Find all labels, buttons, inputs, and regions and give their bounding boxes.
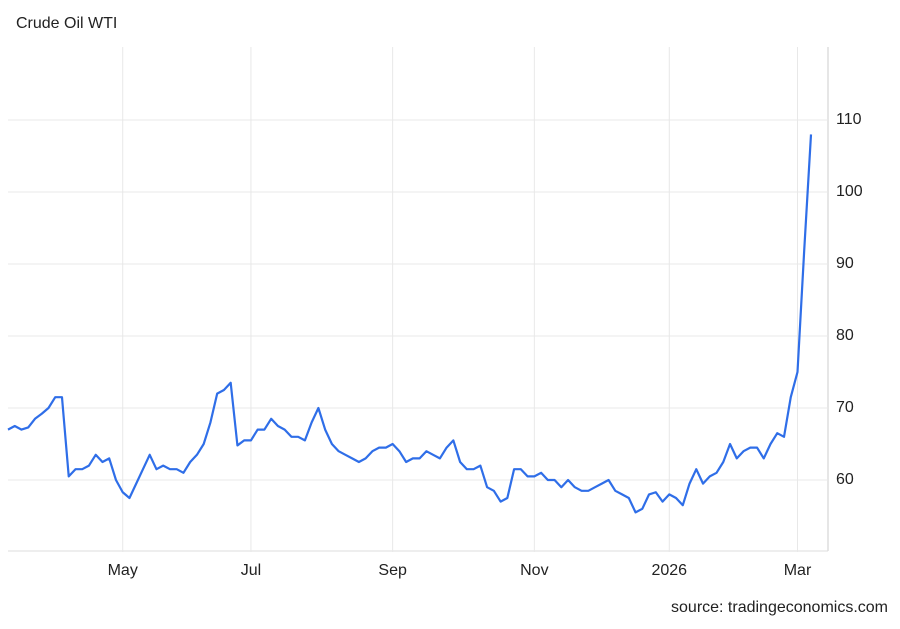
y-tick-label: 100 xyxy=(836,183,863,200)
y-tick-label: 60 xyxy=(836,471,854,488)
x-tick-label: Jul xyxy=(241,562,261,579)
x-tick-label: Mar xyxy=(784,562,812,579)
x-tick-label: Sep xyxy=(378,562,407,579)
price-line xyxy=(7,134,813,514)
chart-title: Crude Oil WTI xyxy=(16,15,117,32)
y-tick-label: 70 xyxy=(836,399,854,416)
source: source: tradingeconomics.com xyxy=(671,599,888,616)
y-tick-label: 80 xyxy=(836,327,854,344)
y-tick-label: 90 xyxy=(836,255,854,272)
y-tick-label: 110 xyxy=(836,111,862,128)
x-tick-label: 2026 xyxy=(651,562,687,579)
x-tick-label: Nov xyxy=(520,562,548,579)
x-tick-label: May xyxy=(108,562,138,579)
